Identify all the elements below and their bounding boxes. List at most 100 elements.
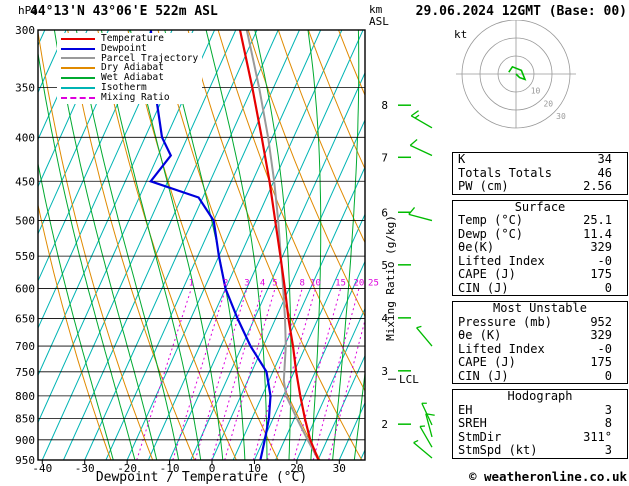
row-value: -0 bbox=[597, 341, 612, 356]
hodograph-unit-label: kt bbox=[454, 28, 467, 41]
hodograph-table: Hodograph EH 3 SREH 8 StmDir 311° StmSpd (kt) 3 bbox=[452, 389, 628, 459]
legend-line-swatch bbox=[61, 96, 95, 99]
legend-line-swatch bbox=[61, 47, 95, 50]
svg-text:650: 650 bbox=[15, 312, 35, 325]
svg-text:-20: -20 bbox=[117, 462, 137, 475]
row-value: 329 bbox=[590, 240, 612, 254]
table-header: Hodograph bbox=[507, 389, 573, 403]
svg-text:900: 900 bbox=[15, 434, 35, 447]
table-row: Totals Totals 46 bbox=[453, 165, 627, 181]
svg-text:20: 20 bbox=[290, 462, 303, 475]
row-label: θe(K) bbox=[458, 240, 495, 254]
row-label: Pressure (mb) bbox=[458, 314, 552, 329]
svg-text:0: 0 bbox=[209, 462, 216, 475]
legend-line-swatch bbox=[61, 57, 95, 60]
row-value: 175 bbox=[590, 267, 612, 281]
row-label: StmDir bbox=[458, 429, 502, 444]
row-value: 311° bbox=[583, 429, 612, 444]
row-label: CAPE (J) bbox=[458, 355, 516, 369]
svg-text:ASL: ASL bbox=[369, 15, 389, 28]
svg-text:3: 3 bbox=[244, 279, 249, 289]
table-row: CIN (J) 0 bbox=[453, 280, 627, 296]
row-label: CIN (J) bbox=[458, 280, 509, 295]
row-label: CIN (J) bbox=[458, 368, 509, 383]
svg-text:3: 3 bbox=[381, 365, 388, 378]
row-value: 329 bbox=[590, 328, 612, 342]
legend-item: Mixing Ratio bbox=[61, 91, 198, 103]
mixing-ratio-labels: 1 2 3 4 5 8 10 15 20 25 bbox=[189, 279, 379, 289]
row-label: Lifted Index bbox=[458, 341, 545, 356]
table-row: CAPE (J) 175 bbox=[453, 267, 627, 282]
plot-border bbox=[37, 29, 366, 461]
table-row: CAPE (J) 175 bbox=[453, 355, 627, 370]
svg-text:LCL: LCL bbox=[399, 373, 419, 386]
legend-label: Dewpoint bbox=[101, 42, 147, 54]
table-row: Temp (°C) 25.1 bbox=[453, 213, 627, 228]
row-label: PW (cm) bbox=[458, 179, 509, 193]
legend-item: Dewpoint bbox=[61, 42, 198, 54]
row-value: 2.56 bbox=[583, 179, 612, 193]
svg-text:7: 7 bbox=[381, 151, 388, 164]
svg-text:hPa: hPa bbox=[18, 4, 38, 17]
table-row: SREH 8 bbox=[453, 416, 627, 431]
legend-label: Dry Adiabat bbox=[101, 62, 164, 74]
copyright: © weatheronline.co.uk bbox=[468, 469, 627, 484]
row-value: 0 bbox=[604, 368, 612, 383]
table-row: θe(K) 329 bbox=[453, 240, 627, 255]
table-row: Pressure (mb) 952 bbox=[453, 314, 627, 330]
station-title: 44°13'N 43°06'E 522m ASL bbox=[30, 4, 218, 19]
row-value: 34 bbox=[597, 152, 612, 166]
svg-text:750: 750 bbox=[15, 366, 35, 379]
row-label: Dewp (°C) bbox=[458, 226, 524, 241]
legend-label: Mixing Ratio bbox=[101, 91, 170, 103]
svg-text:600: 600 bbox=[15, 283, 35, 296]
row-value: -0 bbox=[597, 253, 612, 268]
legend-item: Dry Adiabat bbox=[61, 63, 198, 73]
background-grid bbox=[38, 30, 365, 460]
legend-label: Wet Adiabat bbox=[101, 72, 164, 84]
legend-item: Temperature bbox=[61, 34, 198, 44]
table-row: StmSpd (kt) 3 bbox=[453, 443, 627, 458]
legend-item: Wet Adiabat bbox=[61, 73, 198, 83]
table-row: Dewp (°C) 11.4 bbox=[453, 226, 627, 242]
svg-text:950: 950 bbox=[15, 454, 35, 467]
row-label: Lifted Index bbox=[458, 253, 545, 268]
row-label: K bbox=[458, 152, 466, 166]
svg-text:8: 8 bbox=[299, 279, 304, 289]
most-unstable-table: Most Unstable Pressure (mb) 952 θe (K) 329 Li… bbox=[452, 301, 628, 384]
row-value: 46 bbox=[597, 165, 612, 180]
surface-table: Surface Temp (°C) 25.1 Dewp (°C) 11.4 θe(K) 32… bbox=[452, 199, 628, 296]
wind-barbs bbox=[408, 110, 435, 459]
row-value: 3 bbox=[604, 402, 612, 417]
row-label: Temp (°C) bbox=[458, 213, 524, 227]
svg-text:20: 20 bbox=[353, 279, 364, 289]
row-value: 8 bbox=[604, 416, 612, 430]
axis-labels: hPa kmASL30035040045050055060065070075080… bbox=[15, 3, 397, 485]
row-label: Totals Totals bbox=[458, 165, 552, 180]
table-row: K 34 bbox=[453, 152, 627, 167]
legend-line-swatch bbox=[61, 67, 95, 70]
svg-text:km: km bbox=[369, 3, 383, 16]
table-header: Surface bbox=[514, 199, 566, 214]
svg-text:500: 500 bbox=[15, 215, 35, 228]
row-label: EH bbox=[458, 402, 473, 417]
svg-text:10: 10 bbox=[531, 87, 541, 96]
mixing-ratio-lines bbox=[136, 288, 365, 460]
row-label: CAPE (J) bbox=[458, 267, 516, 281]
svg-text:-10: -10 bbox=[160, 462, 180, 475]
indices-table: K 34 Totals Totals 46 PW (cm) 2.56 bbox=[452, 152, 628, 195]
table-row: θe (K) 329 bbox=[453, 328, 627, 343]
svg-text:450: 450 bbox=[15, 175, 35, 188]
km-scale: 8 7 6 5 4 3 2 LCL bbox=[381, 99, 419, 431]
legend-line-swatch bbox=[61, 77, 95, 80]
svg-text:400: 400 bbox=[15, 131, 35, 144]
table-row: CIN (J) 0 bbox=[453, 368, 627, 384]
row-value: 0 bbox=[604, 280, 612, 295]
row-value: 952 bbox=[590, 314, 612, 329]
table-row: PW (cm) 2.56 bbox=[453, 179, 627, 194]
svg-text:350: 350 bbox=[15, 82, 35, 95]
svg-text:800: 800 bbox=[15, 390, 35, 403]
hodograph-trace bbox=[508, 65, 527, 81]
svg-text:300: 300 bbox=[15, 24, 35, 37]
